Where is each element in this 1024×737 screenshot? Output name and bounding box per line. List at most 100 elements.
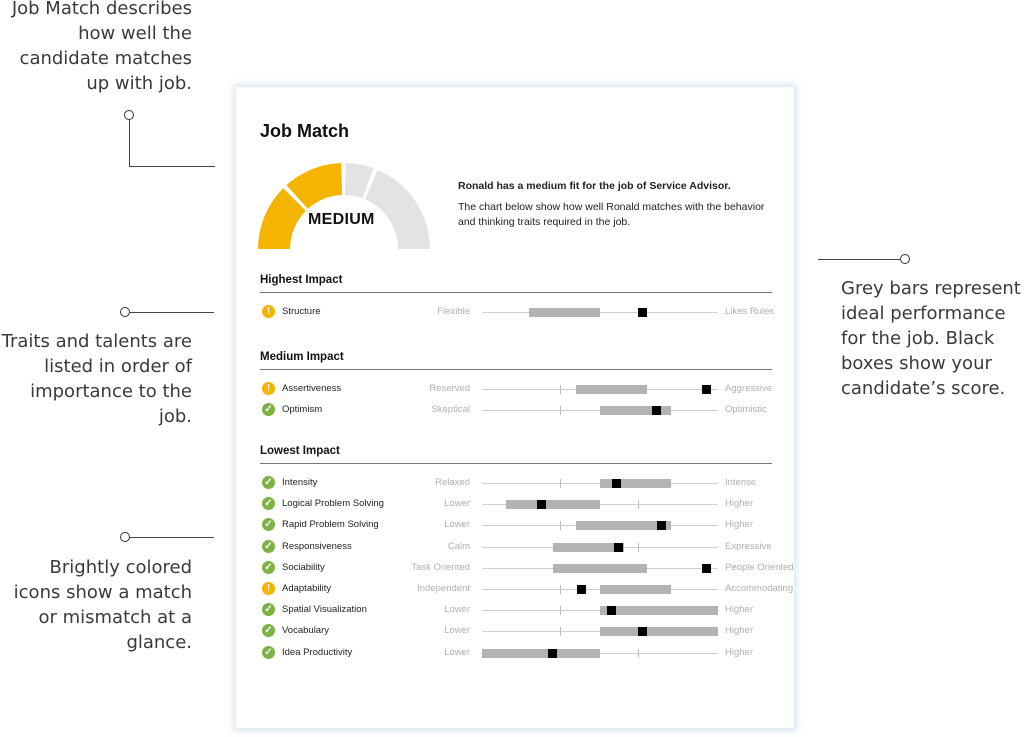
scale-low-label: Flexible — [437, 306, 470, 317]
scale-low-label: Lower — [444, 646, 470, 658]
ideal-range-bar — [552, 563, 648, 573]
warning-icon: ! — [262, 305, 275, 318]
scale-low-label: Task Oriented — [411, 561, 470, 573]
candidate-score-marker — [614, 542, 624, 552]
trait-row: ✓ Responsiveness Calm Expressive — [260, 537, 780, 557]
annotation-connector — [130, 312, 214, 313]
candidate-score-marker — [612, 479, 622, 488]
scale-track — [482, 504, 718, 506]
scale-tick — [637, 500, 639, 510]
job-match-card: Job Match MEDIUM Ronald has a medium fit… — [235, 86, 795, 729]
check-icon: ✓ — [262, 518, 275, 532]
warning-icon: ! — [262, 382, 275, 395]
candidate-score-marker — [548, 648, 558, 658]
trait-name: Adaptability — [282, 583, 332, 594]
ideal-range-bar — [600, 627, 718, 637]
scale-tick — [559, 521, 561, 531]
scale-tick — [559, 385, 561, 394]
candidate-score-marker — [536, 500, 546, 510]
trait-row: ✓ Intensity Relaxed Intense — [260, 473, 780, 493]
scale-high-label: Accommodating — [725, 583, 794, 594]
scale-high-label: Higher — [725, 519, 753, 531]
annotation-dot — [120, 532, 130, 542]
scale-high-label: Higher — [725, 646, 753, 658]
candidate-score-marker — [576, 585, 586, 594]
trait-row: ! Adaptability Independent Accommodating — [260, 579, 793, 599]
scale-high-label: Intense — [725, 477, 757, 488]
ideal-range-bar — [576, 521, 671, 531]
candidate-score-marker — [637, 627, 647, 637]
annotation-traits: Traits and talents are listed in order o… — [1, 331, 192, 427]
scale-track — [482, 652, 718, 654]
trait-row: ✓ Vocabulary Lower Higher — [260, 621, 780, 641]
scale-low-label: Reserved — [429, 383, 470, 394]
trait-name: Rapid Problem Solving — [282, 519, 379, 531]
annotation-connector — [129, 120, 215, 167]
scale-low-label: Lower — [444, 625, 470, 637]
check-icon: ✓ — [262, 403, 275, 417]
ideal-range-bar — [600, 606, 718, 616]
trait-name: Logical Problem Solving — [282, 498, 384, 510]
ideal-range-bar — [482, 648, 600, 658]
scale-tick — [559, 606, 561, 616]
annotation-connector — [818, 259, 900, 260]
check-icon: ✓ — [262, 539, 275, 553]
annotation-job-match: Job Match describes how well the candida… — [11, 0, 192, 94]
card-title: Job Match — [260, 121, 350, 141]
scale-low-label: Independent — [417, 583, 470, 594]
annotation-icons: Brightly colored icons show a match or m… — [13, 557, 192, 653]
trait-row: ✓ Spatial Visualization Lower Higher — [260, 600, 780, 620]
trait-name: Optimism — [282, 404, 323, 416]
trait-name: Idea Productivity — [282, 646, 353, 658]
scale-high-label: People Oriented — [725, 561, 794, 573]
section-heading: Highest Impact — [260, 274, 343, 286]
ideal-range-bar — [552, 542, 624, 552]
ideal-range-bar — [600, 406, 671, 416]
scale-tick — [559, 406, 561, 416]
candidate-score-marker — [607, 606, 617, 616]
candidate-score-marker — [656, 521, 666, 531]
ideal-range-bar — [505, 500, 600, 510]
check-icon: ✓ — [262, 603, 275, 617]
section-divider — [260, 463, 772, 464]
section-heading: Medium Impact — [260, 351, 344, 363]
ideal-range-bar — [529, 308, 600, 317]
scale-low-label: Skeptical — [431, 404, 470, 416]
scale-low-label: Lower — [444, 519, 470, 531]
scale-low-label: Calm — [447, 540, 470, 552]
scale-tick — [637, 542, 639, 552]
section-divider — [260, 292, 772, 293]
gauge-segment — [258, 188, 306, 249]
scale-high-label: Expressive — [725, 540, 772, 552]
trait-name: Intensity — [282, 477, 318, 488]
trait-name: Assertiveness — [282, 383, 342, 394]
scale-high-label: Higher — [725, 498, 753, 510]
scale-high-label: Optimistic — [725, 404, 767, 416]
ideal-range-bar — [600, 479, 671, 488]
candidate-score-marker — [652, 406, 662, 416]
trait-name: Sociability — [282, 561, 325, 573]
candidate-score-marker — [637, 308, 647, 317]
candidate-score-marker — [701, 385, 711, 394]
trait-row: ✓ Optimism Skeptical Optimistic — [260, 400, 780, 420]
scale-high-label: Likes Rules — [725, 306, 775, 317]
trait-row: ✓ Sociability Task Oriented People Oriented — [260, 558, 794, 578]
scale-tick — [637, 648, 639, 658]
trait-row: ✓ Logical Problem Solving Lower Higher — [260, 494, 780, 514]
scale-low-label: Lower — [444, 498, 470, 510]
annotation-dot — [124, 110, 134, 120]
ideal-range-bar — [600, 585, 671, 594]
trait-row: ✓ Rapid Problem Solving Lower Higher — [260, 515, 780, 535]
gauge-segment — [286, 163, 343, 209]
annotation-bars: Grey bars represent ideal performance fo… — [841, 278, 1021, 399]
summary-headline: Ronald has a medium fit for the job of S… — [458, 180, 731, 192]
scale-tick — [559, 627, 561, 637]
check-icon: ✓ — [262, 645, 275, 659]
warning-icon: ! — [262, 582, 275, 595]
scale-high-label: Higher — [725, 604, 753, 616]
check-icon: ✓ — [262, 497, 275, 511]
candidate-score-marker — [701, 563, 711, 573]
gauge-segment — [365, 169, 430, 249]
trait-name: Responsiveness — [282, 540, 352, 552]
trait-row: ! Structure Flexible Likes Rules — [260, 302, 780, 322]
